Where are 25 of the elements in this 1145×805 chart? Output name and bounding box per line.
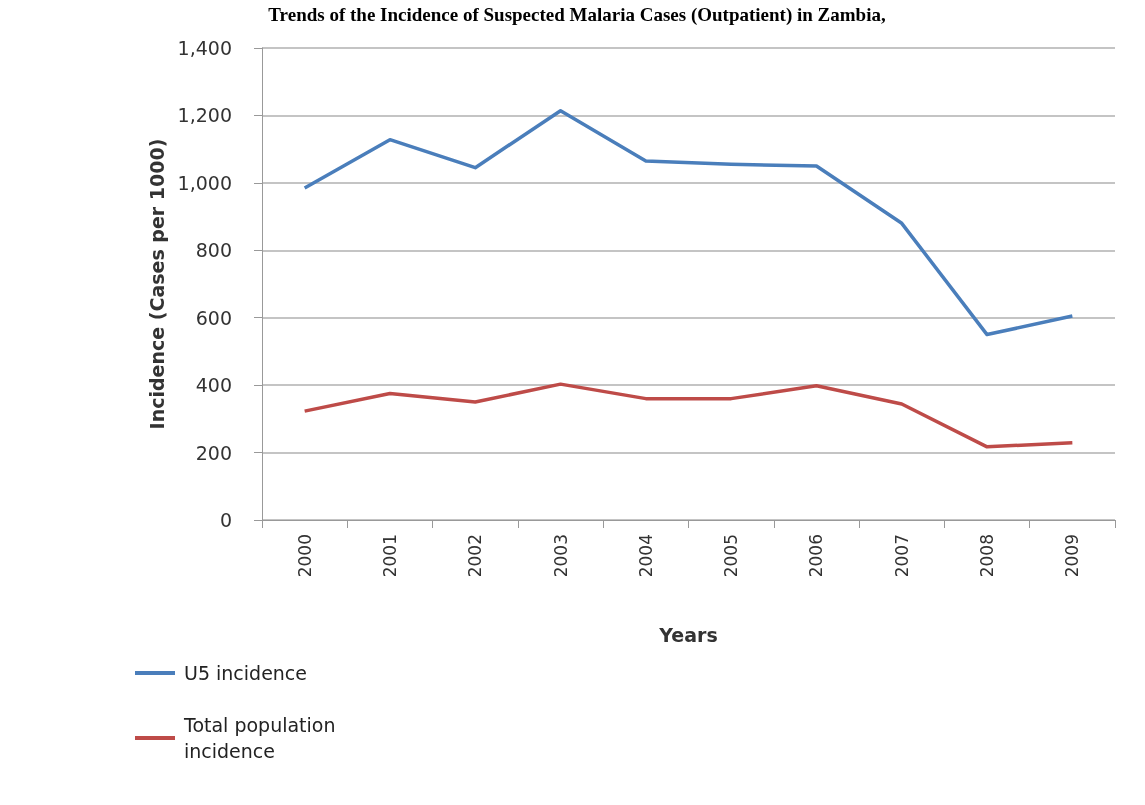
- y-tick-label: 800: [195, 239, 232, 262]
- x-tick-label: 2002: [465, 534, 486, 578]
- line-series: [302, 108, 1075, 337]
- x-tick-label: 2005: [721, 534, 742, 578]
- line-series: [302, 382, 1075, 449]
- y-tick-label: 1,200: [177, 104, 232, 127]
- y-tick-label: 600: [195, 306, 232, 329]
- x-axis-title: Years: [658, 623, 718, 646]
- y-tick-label: 400: [195, 374, 232, 397]
- x-tick-label: 2009: [1062, 534, 1083, 578]
- y-tick-label: 1,400: [177, 37, 232, 59]
- legend-label: U5 incidence: [184, 662, 308, 684]
- x-tick-label: 2000: [294, 534, 315, 578]
- x-tick-label: 2003: [550, 534, 571, 578]
- x-tick-label: 2008: [977, 534, 998, 578]
- y-tick-label: 200: [195, 441, 232, 464]
- legend-label: Total population incidence: [183, 714, 342, 762]
- chart-title: Trends of the Incidence of Suspected Malaria Cases (Outpatient) in Zambia,: [268, 4, 886, 26]
- y-axis-title: Incidence (Cases per 1000): [146, 138, 169, 430]
- y-tick-label: 1,000: [177, 171, 232, 194]
- x-tick-label: 2004: [635, 534, 656, 578]
- x-tick-label: 2001: [379, 534, 400, 578]
- x-tick-label: 2007: [891, 534, 912, 578]
- x-tick-label: 2006: [806, 534, 827, 578]
- y-tick-label: 0: [219, 509, 232, 531]
